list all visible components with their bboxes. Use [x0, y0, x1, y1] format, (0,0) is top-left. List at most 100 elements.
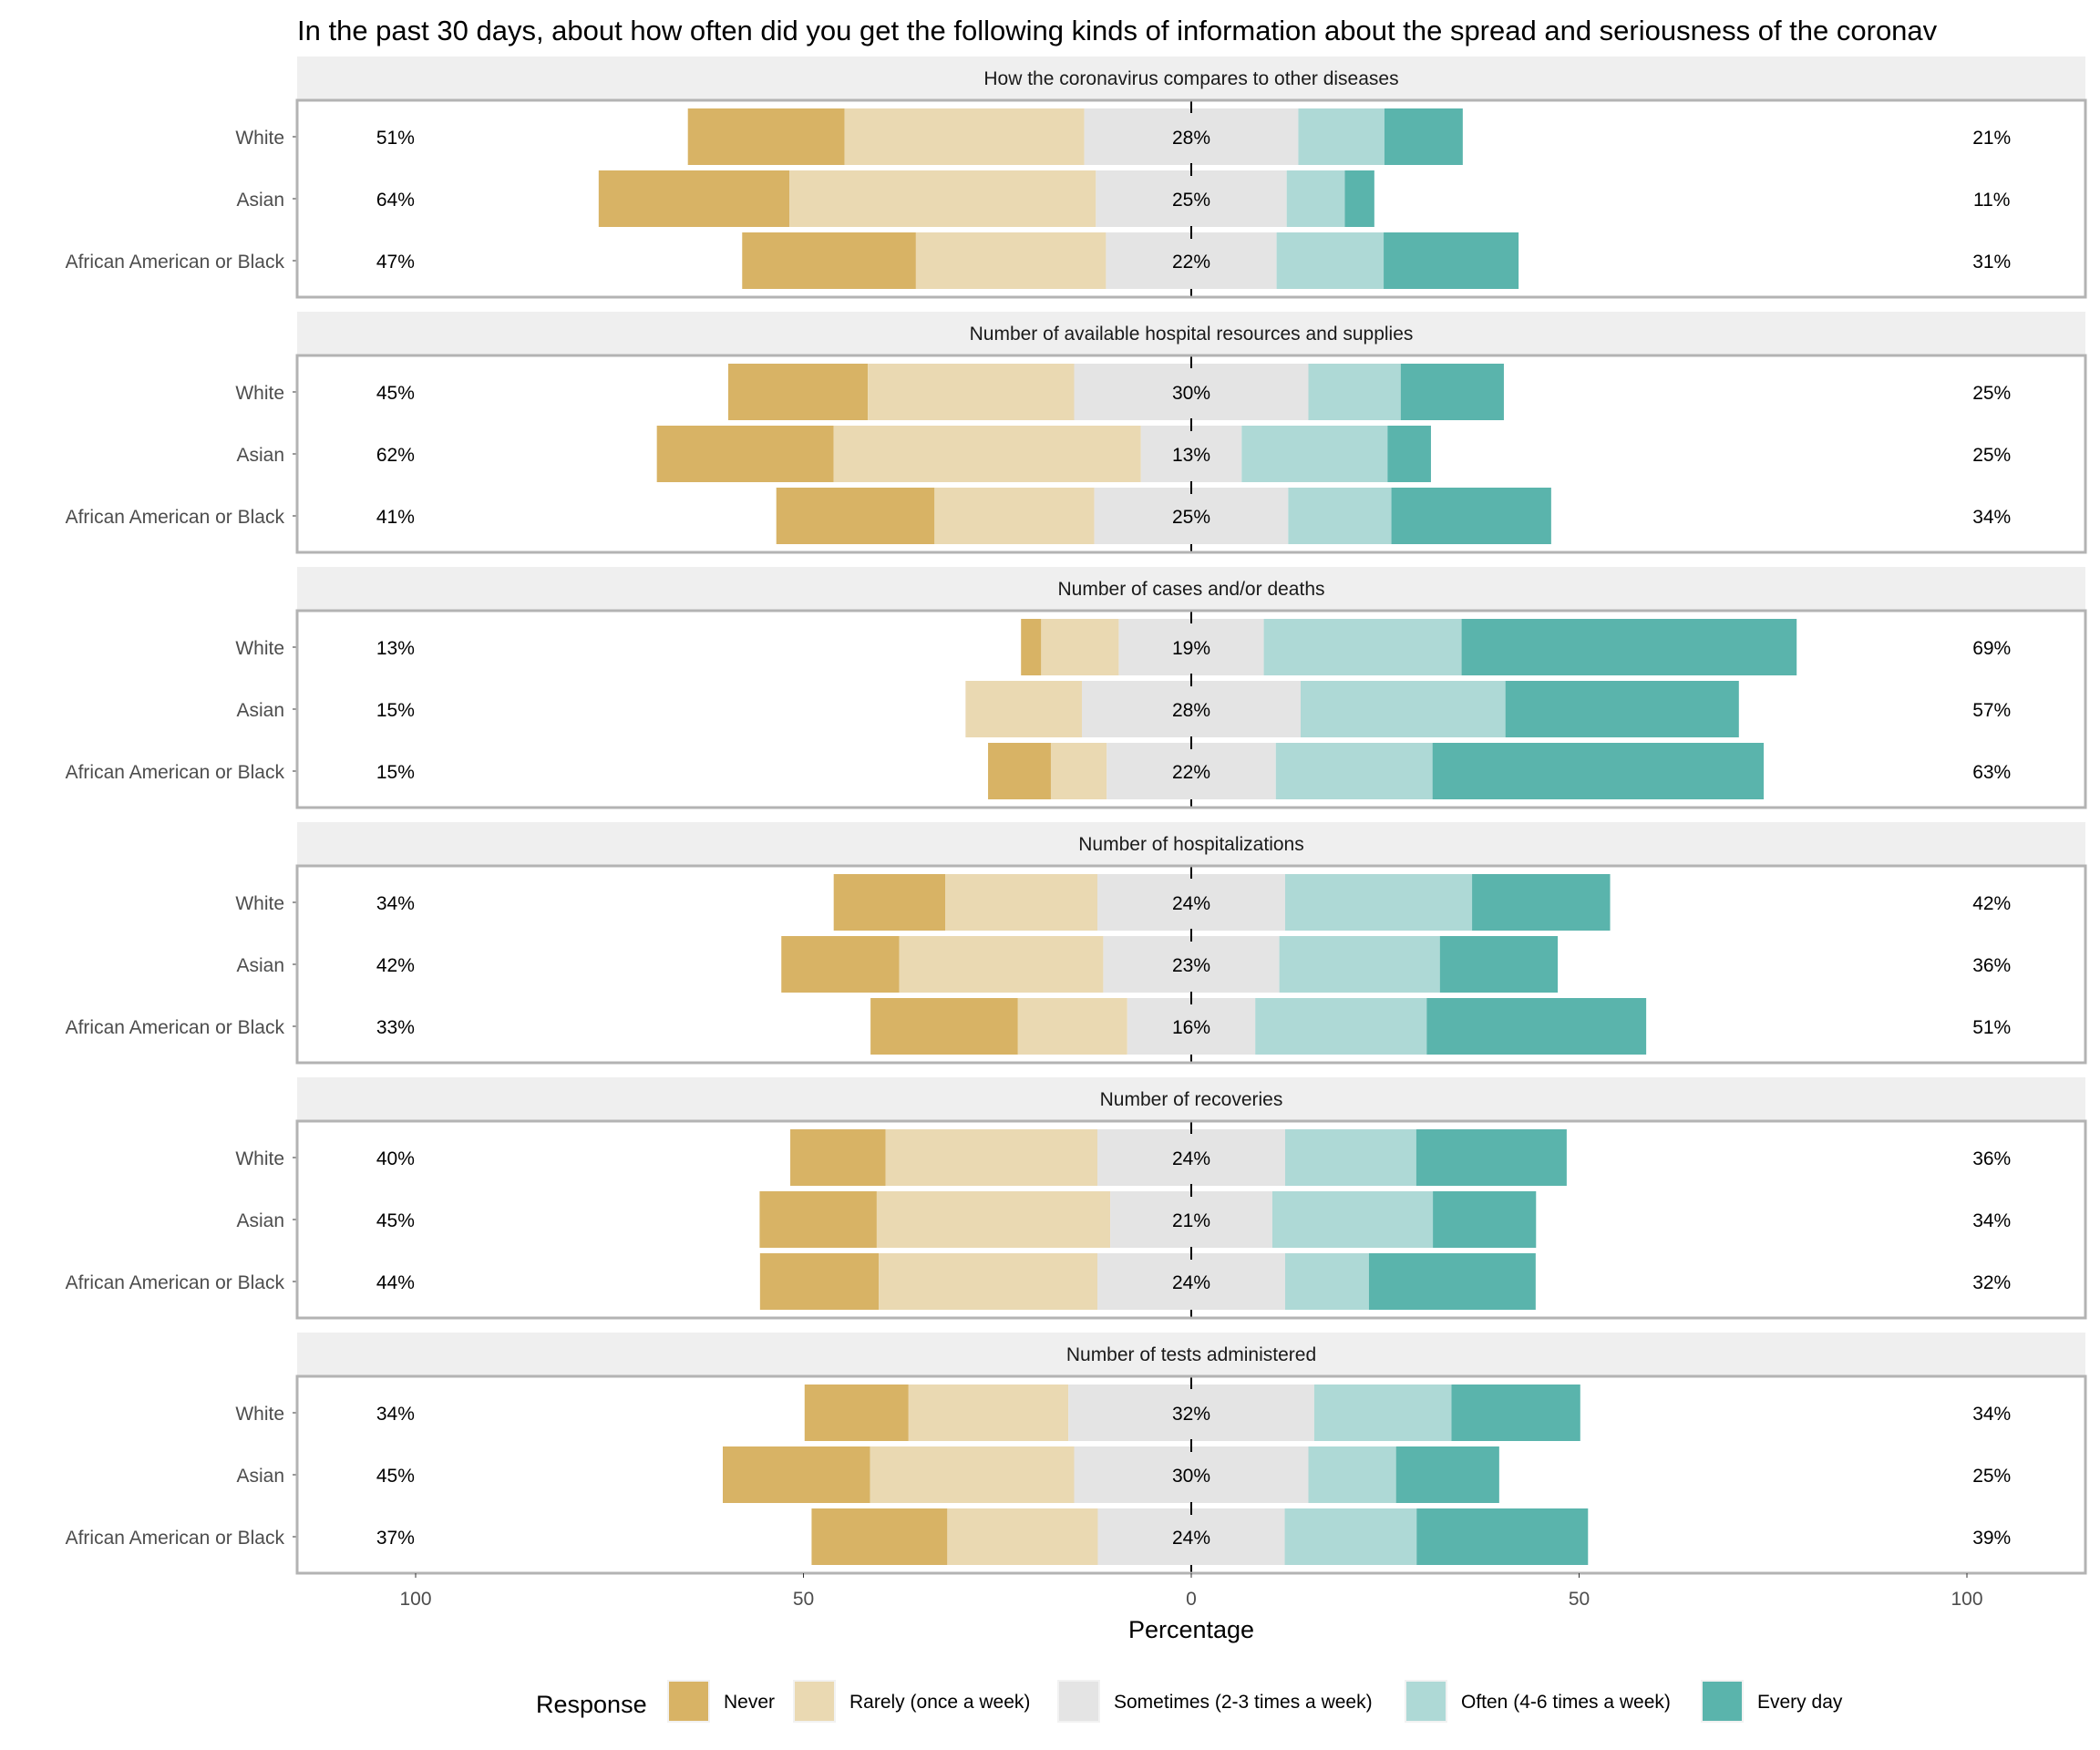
facet-strip-label: Number of tests administered — [1066, 1344, 1316, 1365]
bar-segment-never — [776, 488, 935, 544]
bar-segment-never — [1021, 619, 1042, 675]
bar-segment-every-day — [1400, 364, 1504, 420]
y-axis-label: African American or Black — [66, 1272, 285, 1293]
y-axis-label: White — [235, 383, 284, 404]
bar-segment-every-day — [1505, 681, 1739, 737]
x-tick-label: 100 — [1951, 1589, 1982, 1610]
high-percent-label: 34% — [1972, 507, 2011, 528]
facet-strip — [297, 57, 2085, 100]
y-axis-label: White — [235, 1404, 284, 1425]
bar-segment-often — [1308, 1446, 1396, 1503]
low-percent-label: 13% — [376, 638, 415, 659]
bar-segment-never — [687, 108, 845, 165]
bar-segment-rarely — [868, 364, 1075, 420]
x-axis: 100 50 0 50 100 — [399, 1573, 1983, 1610]
bar-segment-every-day — [1384, 232, 1519, 289]
y-axis-label: White — [235, 128, 284, 149]
facet-strip-label: Number of hospitalizations — [1078, 834, 1303, 855]
y-axis-label: African American or Black — [66, 507, 285, 528]
bar-segment-sometimes — [1097, 1129, 1285, 1186]
facet-strip — [297, 822, 2085, 866]
bar-segment-never — [781, 936, 900, 993]
neutral-percent-label: 24% — [1172, 1272, 1210, 1293]
low-percent-label: 37% — [376, 1528, 415, 1549]
low-percent-label: 51% — [376, 128, 415, 149]
bar-segment-every-day — [1426, 998, 1647, 1055]
facet-panel: Number of recoveries White 40% 24% 36% Asian 4… — [66, 1077, 2087, 1320]
bar-segment-sometimes — [1084, 108, 1299, 165]
neutral-percent-label: 24% — [1172, 893, 1210, 914]
neutral-percent-label: 24% — [1172, 1148, 1210, 1169]
bar-segment-often — [1288, 488, 1392, 544]
bar-segment-often — [1298, 108, 1385, 165]
low-percent-label: 45% — [376, 1466, 415, 1487]
high-percent-label: 25% — [1972, 383, 2011, 404]
low-percent-label: 45% — [376, 1210, 415, 1231]
bar-segment-never — [790, 1129, 886, 1186]
high-percent-label: 36% — [1972, 955, 2011, 976]
x-tick-label: 50 — [793, 1589, 814, 1610]
y-axis-label: Asian — [236, 700, 284, 721]
neutral-percent-label: 19% — [1172, 638, 1210, 659]
bar-segment-often — [1284, 1508, 1417, 1565]
bar-segment-rarely — [876, 1191, 1111, 1248]
high-percent-label: 42% — [1972, 893, 2011, 914]
facet-panel: Number of available hospital resources a… — [66, 312, 2087, 554]
neutral-percent-label: 30% — [1172, 383, 1210, 404]
high-percent-label: 11% — [1973, 190, 2010, 211]
bar-segment-sometimes — [1097, 1253, 1285, 1310]
high-percent-label: 25% — [1972, 445, 2011, 466]
bar-segment-sometimes — [1094, 488, 1289, 544]
high-percent-label: 32% — [1972, 1272, 2011, 1293]
legend-title: Response — [536, 1691, 647, 1718]
high-percent-label: 57% — [1972, 700, 2011, 721]
bar-segment-every-day — [1368, 1253, 1536, 1310]
bar-segment-sometimes — [1068, 1385, 1314, 1441]
neutral-percent-label: 22% — [1172, 762, 1210, 783]
high-percent-label: 34% — [1972, 1404, 2011, 1425]
facet-panel: How the coronavirus compares to other di… — [66, 57, 2087, 299]
bar-segment-sometimes — [1107, 743, 1276, 799]
bar-segment-sometimes — [1097, 874, 1285, 931]
bar-segment-rarely — [899, 936, 1104, 993]
bar-segment-never — [598, 170, 790, 227]
low-percent-label: 15% — [376, 700, 415, 721]
bar-segment-sometimes — [1074, 364, 1309, 420]
y-axis-label: Asian — [236, 955, 284, 976]
panel-border — [295, 1119, 2087, 1320]
bar-segment-often — [1255, 998, 1427, 1055]
low-percent-label: 45% — [376, 383, 415, 404]
bar-segment-never — [656, 426, 834, 482]
facet-panel: Number of hospitalizations White 34% 24% 42%… — [66, 822, 2087, 1065]
bar-segment-sometimes — [1096, 170, 1287, 227]
bar-segment-rarely — [947, 1508, 1098, 1565]
bar-segment-every-day — [1432, 743, 1765, 799]
high-percent-label: 39% — [1972, 1528, 2011, 1549]
y-axis-label: African American or Black — [66, 1017, 285, 1038]
bar-segment-every-day — [1395, 1446, 1499, 1503]
high-percent-label: 21% — [1972, 128, 2011, 149]
y-axis-label: Asian — [236, 190, 284, 211]
bar-segment-often — [1279, 936, 1440, 993]
high-percent-label: 25% — [1972, 1466, 2011, 1487]
low-percent-label: 44% — [376, 1272, 415, 1293]
bar-segment-rarely — [885, 1129, 1098, 1186]
bar-segment-every-day — [1416, 1508, 1589, 1565]
facet-strip — [297, 312, 2085, 355]
legend-label-never: Never — [724, 1692, 775, 1713]
facet-strip-label: Number of recoveries — [1100, 1089, 1283, 1110]
bar-segment-every-day — [1391, 488, 1551, 544]
y-axis-label: White — [235, 1148, 284, 1169]
y-axis-label: African American or Black — [66, 252, 285, 273]
bar-segment-sometimes — [1097, 1508, 1285, 1565]
low-percent-label: 34% — [376, 1404, 415, 1425]
low-percent-label: 64% — [376, 190, 415, 211]
panel-border — [295, 609, 2087, 809]
bar-segment-rarely — [879, 1253, 1098, 1310]
bar-segment-never — [988, 743, 1051, 799]
bar-segment-often — [1284, 1129, 1416, 1186]
bar-segment-rarely — [789, 170, 1096, 227]
bar-segment-never — [759, 1191, 877, 1248]
chart-title: In the past 30 days, about how often did… — [297, 15, 1938, 46]
